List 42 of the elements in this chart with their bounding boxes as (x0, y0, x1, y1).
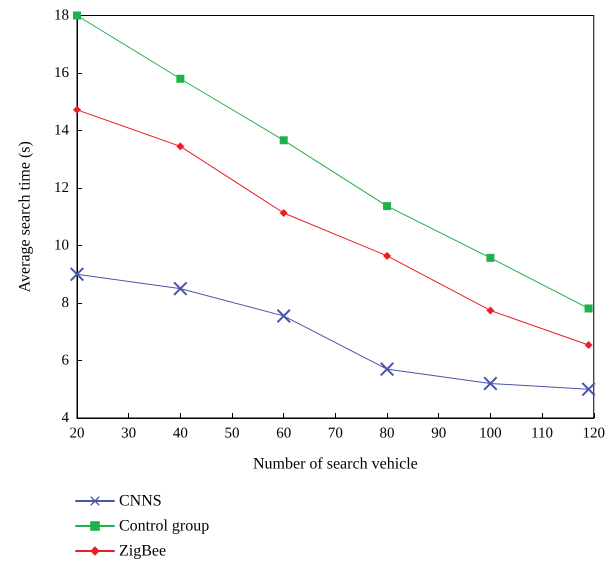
x-tick-label: 50 (224, 426, 240, 442)
x-tick-label: 20 (70, 426, 84, 442)
x-axis-title: Number of search vehicle (252, 456, 418, 472)
y-tick-label: 16 (54, 65, 70, 81)
y-tick-label: 6 (62, 352, 70, 368)
legend-label: CNNS (119, 492, 162, 510)
y-tick-label: 18 (54, 8, 69, 24)
y-tick-label: 12 (54, 180, 69, 196)
point (383, 202, 392, 210)
y-tick-label: 10 (54, 238, 69, 254)
point (483, 376, 498, 390)
x-tick-label: 60 (276, 426, 292, 442)
point (280, 209, 288, 218)
point (486, 306, 494, 314)
point (73, 106, 81, 114)
point (486, 254, 494, 262)
point (280, 136, 288, 144)
x-tick-label: 110 (531, 426, 554, 442)
point (584, 340, 593, 349)
point (380, 362, 394, 376)
y-tick-label: 14 (54, 122, 70, 138)
y-tick-label: 8 (62, 295, 69, 311)
point (383, 252, 392, 260)
x-tick-label: 100 (479, 426, 502, 442)
x-tick-label: 90 (431, 426, 446, 442)
x-tick-label: 30 (121, 426, 136, 442)
x-tick-label: 40 (172, 426, 188, 442)
x-tick-label: 80 (380, 426, 395, 442)
point (73, 12, 81, 20)
point (584, 304, 593, 312)
point (176, 142, 184, 150)
y-axis-title: Average search time (s) (16, 141, 34, 292)
point (176, 74, 184, 83)
x-tick-label: 120 (582, 426, 605, 442)
legend-label: Control group (119, 518, 210, 534)
y-tick-label: 4 (62, 410, 70, 426)
point (276, 308, 291, 323)
point (582, 382, 596, 396)
legend-label: ZigBee (119, 542, 166, 560)
point (70, 267, 84, 282)
point (173, 282, 188, 296)
x-tick-label: 70 (328, 426, 343, 442)
